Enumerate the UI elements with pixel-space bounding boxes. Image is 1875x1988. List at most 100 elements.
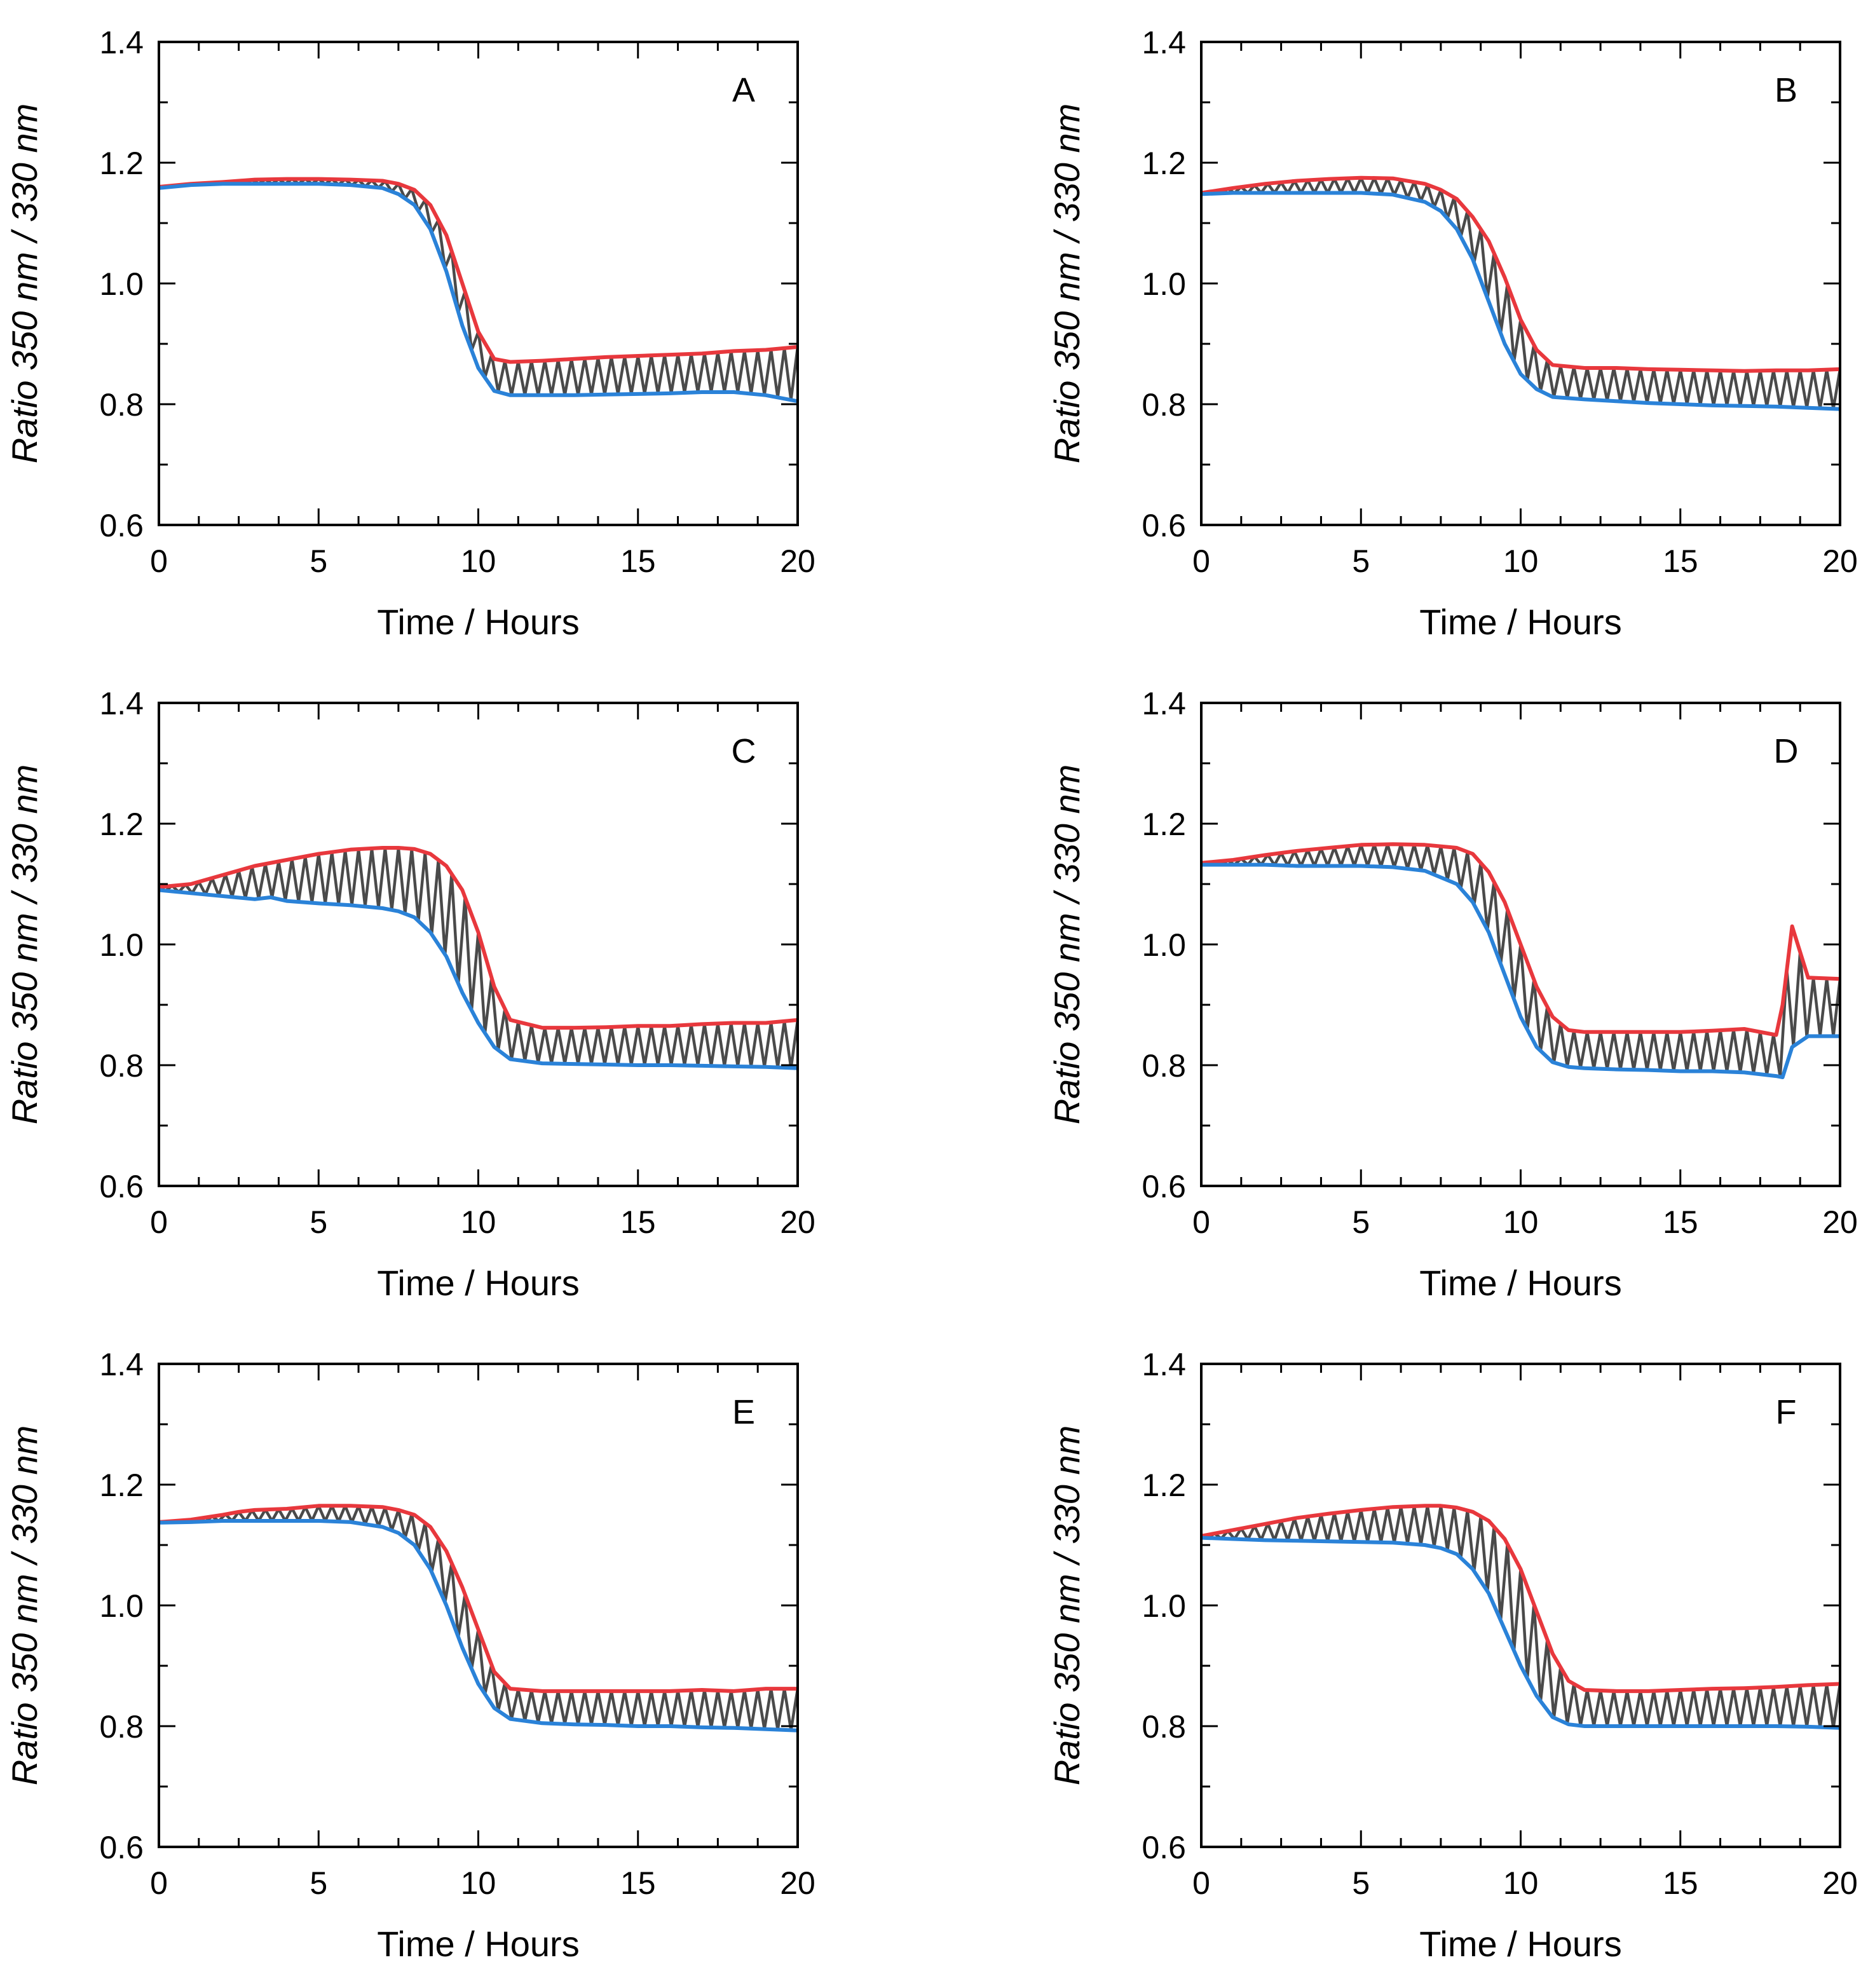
x-tick-label: 15 <box>620 543 656 579</box>
y-tick-label: 1.0 <box>99 927 144 963</box>
panel-a: 0 5 10 15 20 0.6 0.8 1.0 1.2 1.4 Time / Hours Ratio… <box>4 25 815 642</box>
plot-frame <box>158 41 799 526</box>
y-tick-label: 1.0 <box>1142 927 1186 963</box>
y-tick-label: 0.6 <box>1142 508 1186 543</box>
y-tick-label: 0.8 <box>1142 1048 1186 1084</box>
y-tick-label: 1.0 <box>1142 266 1186 302</box>
upper-envelope-line <box>159 177 798 364</box>
y-tick-label: 1.2 <box>99 1467 144 1503</box>
x-tick-label: 20 <box>1822 1204 1858 1240</box>
panel-letter: F <box>1776 1393 1797 1431</box>
plot-area <box>159 846 798 1070</box>
lower-envelope-line <box>159 1519 798 1733</box>
plot-frame <box>1200 41 1841 526</box>
x-tick-label: 10 <box>1503 1204 1539 1240</box>
x-tick-label: 15 <box>1663 543 1698 579</box>
plot-frame <box>158 1363 799 1848</box>
y-tick-label: 0.6 <box>99 1169 144 1204</box>
x-tick-label: 10 <box>461 1204 496 1240</box>
panel-letter: D <box>1774 732 1799 770</box>
y-axis-title: Ratio 350 nm / 330 nm <box>4 104 44 464</box>
x-tick-label: 5 <box>310 543 327 579</box>
lower-envelope-line <box>159 888 798 1070</box>
oscillation-trace <box>159 1504 798 1732</box>
y-tick-label: 1.0 <box>99 1588 144 1624</box>
x-tick-label: 20 <box>780 1204 815 1240</box>
lower-envelope-line <box>1201 862 1840 1079</box>
y-tick-label: 1.4 <box>99 1347 144 1382</box>
x-tick-label: 5 <box>1352 1204 1370 1240</box>
y-tick-label: 0.6 <box>99 1830 144 1865</box>
x-tick-label: 5 <box>310 1865 327 1901</box>
plot-area <box>159 177 798 404</box>
x-tick-label: 20 <box>1822 1865 1858 1901</box>
panel-letter: C <box>732 732 756 770</box>
x-tick-label: 10 <box>461 1865 496 1901</box>
panel-d: 0 5 10 15 20 0.6 0.8 1.0 1.2 1.4 Time / Hours Ratio… <box>1047 686 1858 1303</box>
y-tick-label: 1.2 <box>1142 807 1186 842</box>
panel-letter: E <box>732 1393 755 1431</box>
panel-letter: A <box>732 71 755 109</box>
upper-envelope-line <box>1201 175 1840 373</box>
oscillation-trace <box>1201 843 1840 1079</box>
y-axis-title: Ratio 350 nm / 330 nm <box>1047 1426 1087 1786</box>
panel-b: 0 5 10 15 20 0.6 0.8 1.0 1.2 1.4 Time / Hours Ratio… <box>1047 25 1858 642</box>
x-axis-title: Time / Hours <box>377 602 579 642</box>
y-axis-title: Ratio 350 nm / 330 nm <box>1047 765 1087 1125</box>
x-tick-label: 10 <box>1503 1865 1539 1901</box>
y-tick-label: 0.6 <box>99 508 144 543</box>
y-tick-label: 0.8 <box>1142 1709 1186 1745</box>
x-tick-label: 0 <box>1192 1865 1210 1901</box>
panel-c: 0 5 10 15 20 0.6 0.8 1.0 1.2 1.4 Time / Hours Ratio… <box>4 686 815 1303</box>
x-tick-label: 10 <box>461 543 496 579</box>
y-axis-title: Ratio 350 nm / 330 nm <box>4 1426 44 1786</box>
panel-letter: B <box>1775 71 1797 109</box>
x-tick-label: 0 <box>1192 1204 1210 1240</box>
y-tick-label: 1.2 <box>1142 1467 1186 1503</box>
y-tick-label: 0.8 <box>99 1709 144 1745</box>
y-tick-label: 1.4 <box>1142 686 1186 721</box>
x-tick-label: 15 <box>1663 1865 1698 1901</box>
x-tick-label: 20 <box>780 1865 815 1901</box>
lower-envelope-line <box>1201 191 1840 411</box>
x-tick-label: 15 <box>620 1204 656 1240</box>
y-tick-label: 1.0 <box>99 266 144 302</box>
x-tick-label: 0 <box>150 543 168 579</box>
panel-f: 0 5 10 15 20 0.6 0.8 1.0 1.2 1.4 Time / Hours Ratio… <box>1047 1347 1858 1964</box>
upper-envelope-line <box>159 1504 798 1693</box>
plot-area <box>1201 842 1840 1079</box>
y-tick-label: 1.0 <box>1142 1588 1186 1624</box>
y-tick-label: 0.8 <box>1142 387 1186 423</box>
x-tick-label: 10 <box>1503 543 1539 579</box>
x-tick-label: 20 <box>1822 543 1858 579</box>
x-tick-label: 15 <box>620 1865 656 1901</box>
panel-e: 0 5 10 15 20 0.6 0.8 1.0 1.2 1.4 Time / Hours Ratio… <box>4 1347 815 1964</box>
lower-envelope-line <box>159 182 798 404</box>
y-tick-label: 1.2 <box>99 146 144 181</box>
x-tick-label: 0 <box>150 1865 168 1901</box>
x-tick-label: 5 <box>1352 1865 1370 1901</box>
plot-frame <box>1200 1363 1841 1848</box>
y-axis-title: Ratio 350 nm / 330 nm <box>4 765 44 1125</box>
plot-area <box>1201 175 1840 411</box>
oscillation-trace <box>159 846 798 1070</box>
x-axis-title: Time / Hours <box>1419 1263 1621 1303</box>
x-tick-label: 5 <box>1352 543 1370 579</box>
y-tick-label: 0.6 <box>1142 1830 1186 1865</box>
plot-area <box>1201 1504 1840 1730</box>
y-tick-label: 1.4 <box>1142 25 1186 60</box>
y-tick-label: 1.4 <box>1142 1347 1186 1382</box>
x-axis-title: Time / Hours <box>377 1263 579 1303</box>
y-tick-label: 1.4 <box>99 25 144 60</box>
y-tick-label: 1.4 <box>99 686 144 721</box>
x-tick-label: 20 <box>780 543 815 579</box>
plot-area <box>159 1504 798 1733</box>
x-tick-label: 0 <box>150 1204 168 1240</box>
x-axis-title: Time / Hours <box>1419 602 1621 642</box>
x-tick-label: 0 <box>1192 543 1210 579</box>
x-axis-title: Time / Hours <box>377 1924 579 1964</box>
upper-envelope-line <box>159 846 798 1030</box>
y-axis-title: Ratio 350 nm / 330 nm <box>1047 104 1087 464</box>
upper-envelope-line <box>1201 1504 1840 1693</box>
